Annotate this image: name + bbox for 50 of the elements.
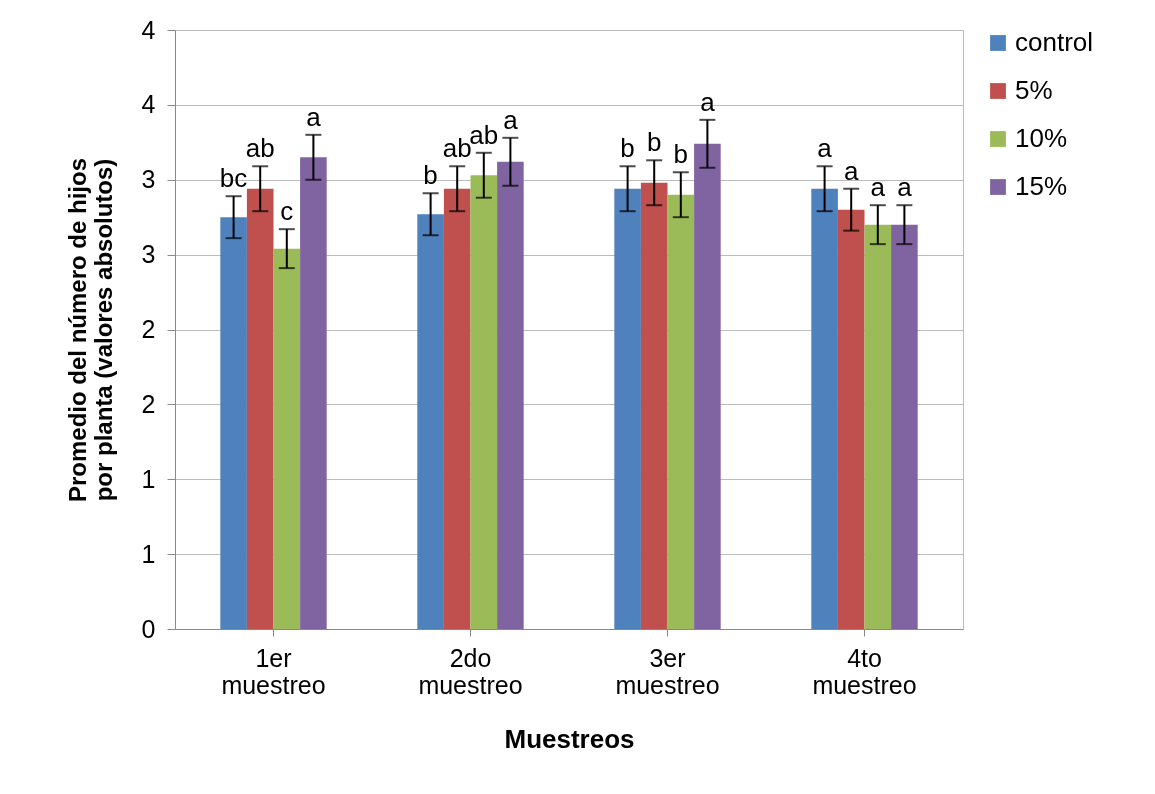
y-tick-label: 3: [141, 240, 156, 269]
y-tick-label: 1: [141, 539, 156, 568]
legend-label: 5%: [1015, 75, 1053, 105]
legend-label: 10%: [1015, 123, 1068, 153]
bar: [694, 143, 721, 629]
data-label: a: [817, 133, 833, 164]
legend-label: control: [1015, 27, 1094, 57]
x-tick-label: 1er muestreo: [221, 643, 326, 699]
data-label: b: [646, 127, 662, 158]
data-label: c: [280, 196, 294, 227]
bar: [891, 224, 918, 629]
x-axis-title: Muestreos: [504, 723, 635, 754]
data-label: b: [620, 133, 635, 164]
y-tick-label: 2: [141, 315, 156, 343]
y-tick-label: 2: [141, 389, 156, 418]
legend-label: 15%: [1015, 171, 1068, 201]
bar: [470, 175, 498, 629]
y-tick-label: 4: [141, 15, 156, 44]
data-label: a: [306, 101, 322, 132]
data-label: a: [700, 86, 716, 117]
bar: [273, 248, 301, 629]
y-tick-label: 3: [141, 165, 156, 194]
data-label: b: [673, 139, 689, 170]
x-tick-label: 3er muestreo: [615, 643, 720, 699]
bar: [811, 188, 838, 629]
bar: [220, 217, 247, 629]
bar: [864, 224, 892, 629]
bar: [417, 214, 444, 629]
x-tick-label: 4to muestreo: [812, 643, 917, 699]
bar: [246, 188, 274, 629]
data-label: a: [843, 155, 859, 186]
data-label: a: [870, 172, 886, 203]
x-tick-label: 2do muestreo: [418, 643, 523, 699]
bar: [837, 209, 865, 629]
bar: [497, 161, 524, 629]
bar: [640, 182, 668, 629]
data-label: a: [897, 172, 913, 203]
data-label: bc: [219, 163, 248, 194]
bar: [300, 157, 327, 629]
y-tick-label: 1: [141, 464, 156, 493]
y-tick-label: 4: [141, 90, 156, 119]
bar: [614, 188, 641, 629]
data-label: a: [503, 104, 519, 135]
y-axis-title: Promedio del número de hijos por planta (valores absolutos): [63, 157, 117, 503]
bar: [667, 194, 695, 629]
data-label: ab: [245, 133, 275, 164]
data-label: b: [423, 160, 438, 191]
y-tick-label: 0: [141, 614, 156, 643]
data-label: ab: [442, 133, 472, 164]
bar: [443, 188, 471, 629]
